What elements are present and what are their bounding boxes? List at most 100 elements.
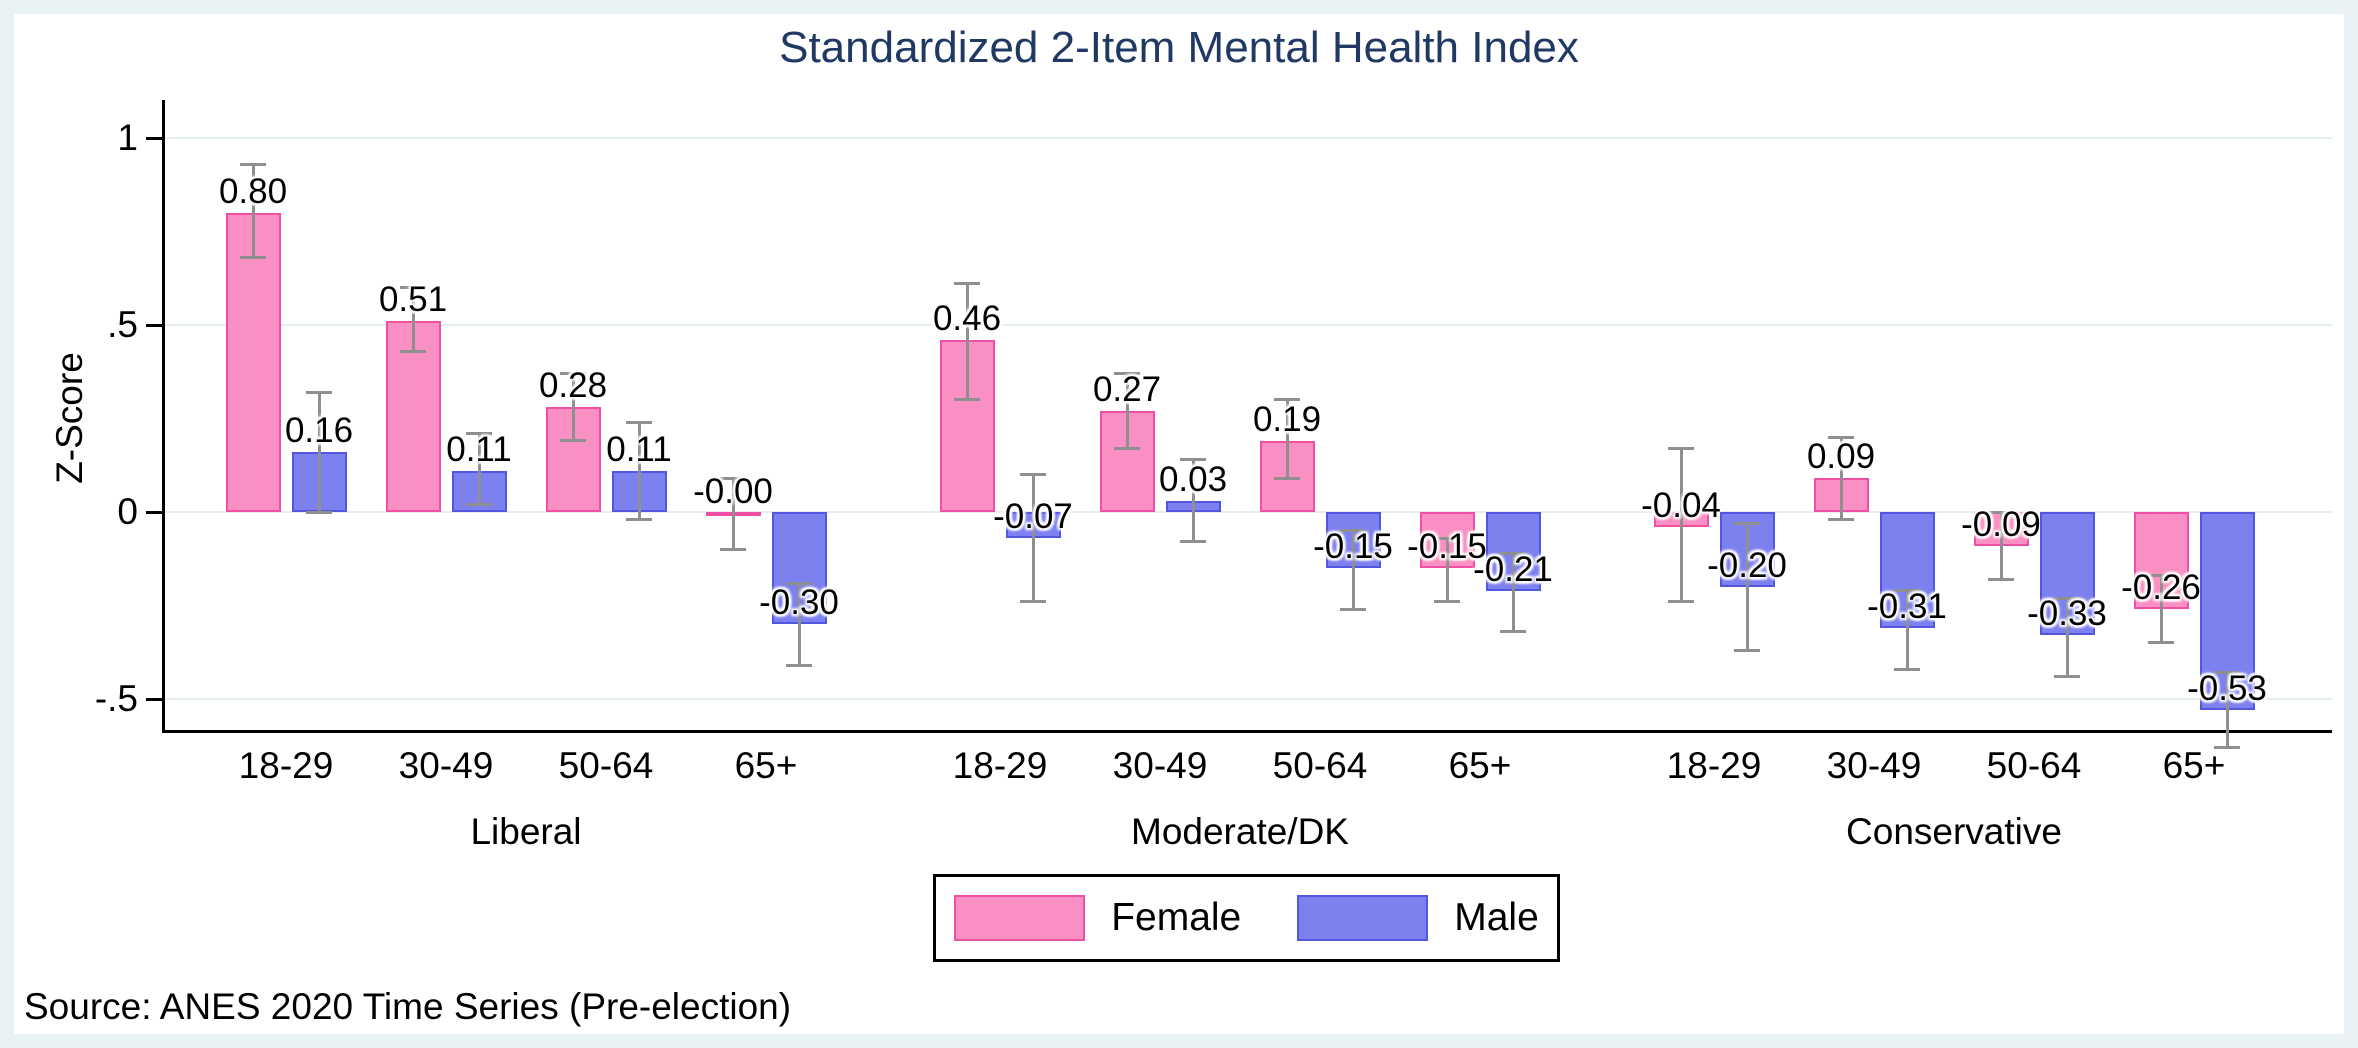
x-tick-label: 30-49	[1826, 745, 1922, 786]
error-bar-cap-bottom	[1734, 648, 1760, 652]
error-bar-cap-bottom	[1274, 476, 1300, 480]
error-bar-cap-bottom	[720, 547, 746, 551]
x-tick-label: 50-64	[1986, 745, 2082, 786]
value-label: -0.21	[1473, 549, 1553, 589]
error-bar-cap-top	[1114, 372, 1140, 376]
error-bar-line	[477, 433, 481, 505]
error-bar-cap-bottom	[240, 256, 266, 260]
y-tick	[146, 510, 162, 514]
value-label: -0.09	[1961, 504, 2041, 544]
legend-swatch-female	[954, 895, 1086, 941]
y-tick-label: -.5	[94, 678, 138, 719]
legend: Female Male	[933, 874, 1560, 962]
error-bar-line	[411, 287, 415, 352]
group-label: Liberal	[470, 811, 582, 852]
value-label: -0.20	[1707, 545, 1787, 585]
error-bar-cap-bottom	[954, 398, 980, 402]
error-bar-cap-bottom	[560, 439, 586, 443]
error-bar-cap-bottom	[466, 503, 492, 507]
error-bar-cap-top	[954, 282, 980, 286]
gridline	[165, 698, 2332, 700]
error-bar-cap-bottom	[1434, 600, 1460, 604]
legend-item-male: Male	[1297, 895, 1539, 941]
error-bar-line	[1351, 530, 1355, 610]
error-bar-cap-top	[720, 476, 746, 480]
error-bar-cap-top	[1180, 458, 1206, 462]
error-bar-line	[965, 283, 969, 400]
error-bar-cap-top	[1828, 435, 1854, 439]
error-bar-cap-top	[2214, 671, 2240, 675]
group-label: Conservative	[1846, 811, 2062, 852]
x-tick-label: 50-64	[1272, 745, 1368, 786]
error-bar-cap-top	[1500, 551, 1526, 555]
error-bar-line	[637, 422, 641, 520]
value-label: -0.07	[993, 497, 1073, 537]
x-tick-label: 18-29	[952, 745, 1048, 786]
error-bar-line	[1999, 512, 2003, 580]
error-bar-line	[1285, 399, 1289, 479]
x-tick-label: 18-29	[1666, 745, 1762, 786]
error-bar-cap-top	[306, 390, 332, 394]
value-label: -0.15	[1407, 527, 1487, 567]
group-label: Moderate/DK	[1131, 811, 1349, 852]
source-note: Source: ANES 2020 Time Series (Pre-elect…	[24, 986, 792, 1027]
error-bar-cap-top	[2054, 596, 2080, 600]
error-bar-cap-bottom	[1894, 667, 1920, 671]
legend-label-male: Male	[1454, 896, 1539, 939]
error-bar-line	[2225, 672, 2229, 748]
error-bar-cap-top	[626, 420, 652, 424]
value-label: 0.80	[218, 171, 288, 211]
error-bar-cap-bottom	[2148, 641, 2174, 645]
value-label: -0.04	[1641, 485, 1721, 525]
error-bar-line	[1679, 448, 1683, 602]
error-bar-cap-bottom	[1500, 630, 1526, 634]
error-bar-cap-top	[466, 431, 492, 435]
value-label: 0.11	[446, 429, 512, 469]
error-bar-cap-bottom	[1020, 600, 1046, 604]
value-label: 0.11	[606, 429, 672, 469]
error-bar-line	[317, 392, 321, 512]
error-bar-line	[1125, 373, 1129, 449]
error-bar-cap-top	[1734, 521, 1760, 525]
x-tick-label: 65+	[1448, 745, 1512, 786]
error-bar-cap-top	[560, 372, 586, 376]
error-bar-cap-bottom	[1828, 517, 1854, 521]
error-bar-cap-bottom	[1180, 540, 1206, 544]
value-label: -0.53	[2187, 669, 2267, 709]
error-bar-cap-bottom	[786, 663, 812, 667]
error-bar-cap-bottom	[1668, 600, 1694, 604]
x-tick-label: 18-29	[238, 745, 334, 786]
error-bar-cap-top	[2148, 574, 2174, 578]
error-bar-line	[1031, 474, 1035, 602]
error-bar-line	[797, 583, 801, 666]
gridline	[165, 511, 2332, 513]
bar-female	[385, 321, 441, 512]
value-label: 0.51	[378, 280, 448, 320]
x-axis-line	[162, 730, 2332, 733]
error-bar-line	[571, 373, 575, 441]
gridline	[165, 137, 2332, 139]
error-bar-cap-bottom	[1988, 577, 2014, 581]
error-bar-line	[1511, 553, 1515, 632]
value-label: 0.28	[538, 366, 608, 406]
x-tick-label: 50-64	[558, 745, 654, 786]
error-bar-line	[1445, 538, 1449, 602]
error-bar-cap-top	[786, 581, 812, 585]
value-label: 0.19	[1252, 399, 1322, 439]
error-bar-line	[251, 164, 255, 258]
error-bar-cap-top	[1434, 536, 1460, 540]
y-tick-label: 0	[117, 491, 138, 532]
error-bar-cap-bottom	[2214, 746, 2240, 750]
error-bar-cap-bottom	[2054, 675, 2080, 679]
value-label: -0.00	[693, 472, 773, 512]
error-bar-line	[2065, 598, 2069, 677]
value-label: 0.46	[932, 298, 1002, 338]
error-bar-cap-bottom	[626, 517, 652, 521]
legend-label-female: Female	[1111, 896, 1242, 939]
y-tick	[146, 136, 162, 140]
x-tick-label: 30-49	[1112, 745, 1208, 786]
error-bar-cap-top	[1020, 473, 1046, 477]
value-label: -0.31	[1867, 586, 1947, 626]
